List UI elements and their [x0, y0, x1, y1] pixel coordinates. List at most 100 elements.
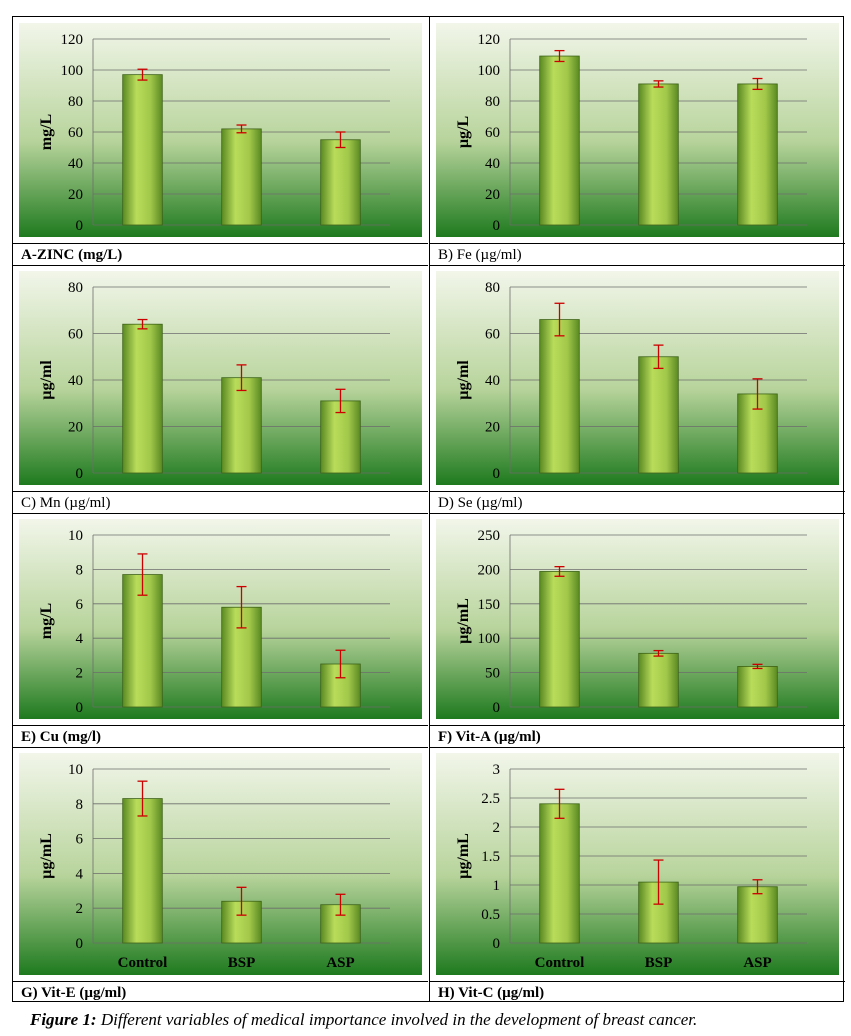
y-tick-label: 20 [485, 187, 500, 203]
figure-caption-text: Different variables of medical importanc… [100, 1010, 698, 1029]
error-bar [137, 318, 148, 330]
y-tick-label: 80 [68, 280, 83, 296]
panel-caption: E) Cu (mg/l) [21, 729, 101, 745]
y-tick-label: 20 [68, 187, 83, 203]
y-tick-label: 0 [76, 700, 84, 716]
bar-bsp [638, 356, 679, 474]
y-tick-label: 0 [493, 218, 501, 234]
y-axis-label: mg/L [38, 603, 55, 639]
y-tick-label: 40 [68, 373, 83, 389]
chart-panel-f: F) Vit-A (µg/ml) 0 50 100 150 200 250 µg/mL [430, 513, 845, 748]
bar-asp [737, 886, 778, 944]
y-tick-label: 80 [485, 280, 500, 296]
figure-caption-label: Figure 1: [30, 1010, 97, 1029]
error-bar [335, 893, 346, 916]
figure-caption: Figure 1: Different variables of medical… [30, 1010, 697, 1030]
y-tick-label: 60 [68, 327, 83, 343]
caption-divider [13, 725, 428, 726]
bar-bsp [638, 652, 679, 708]
panel-caption: B) Fe (µg/ml) [438, 247, 522, 263]
bar-control [539, 319, 580, 474]
x-tick-label: ASP [326, 955, 354, 971]
error-bar [335, 388, 346, 414]
y-tick-label: 1.5 [481, 849, 500, 865]
chart-panel-c: C) Mn (µg/ml) 0 20 40 60 80 µg/ml [13, 265, 428, 514]
y-tick-label: 0 [76, 218, 84, 234]
chart-panel-a: A-ZINC (mg/L) 0 20 40 60 80 100 120 mg/L [13, 17, 428, 266]
y-tick-label: 120 [61, 32, 84, 48]
chart-svg: 0 20 40 60 80 µg/ml [19, 271, 422, 485]
caption-divider [13, 981, 428, 982]
y-axis-label: µg/mL [38, 833, 55, 879]
y-tick-label: 50 [485, 666, 500, 682]
y-tick-label: 0 [493, 466, 501, 482]
bar-bsp [638, 83, 679, 226]
y-tick-label: 0 [76, 466, 84, 482]
row-divider [430, 265, 845, 266]
y-axis-label: mg/L [38, 114, 55, 150]
y-axis-label: µg/ml [38, 360, 55, 400]
row-divider [13, 513, 428, 514]
y-tick-label: 2 [76, 901, 84, 917]
error-bar [335, 131, 346, 149]
error-bar [554, 302, 565, 337]
error-bar [236, 364, 247, 392]
chart-panel-h: H) Vit-C (µg/ml) 0 0.5 1 1.5 2 2.5 3 µg/mL Contro… [430, 747, 845, 1003]
y-tick-label: 0 [493, 700, 501, 716]
y-tick-label: 60 [68, 125, 83, 141]
y-tick-label: 8 [76, 797, 84, 813]
x-tick-label: Control [118, 955, 168, 971]
y-tick-label: 2 [493, 820, 501, 836]
y-tick-label: 60 [485, 327, 500, 343]
y-tick-label: 2.5 [481, 791, 500, 807]
bar-control [539, 55, 580, 226]
y-tick-label: 100 [478, 63, 501, 79]
y-tick-label: 40 [485, 156, 500, 172]
chart-svg: 0 20 40 60 80 µg/ml [436, 271, 839, 485]
bar-control [539, 803, 580, 944]
y-tick-label: 40 [485, 373, 500, 389]
chart-svg: 0 20 40 60 80 100 120 µg/L [436, 23, 839, 237]
error-bar [752, 77, 763, 91]
y-tick-label: 10 [68, 528, 83, 544]
y-axis-label: µg/ml [455, 360, 472, 400]
chart-svg: 0 2 4 6 8 10 mg/L [19, 519, 422, 719]
y-tick-label: 0.5 [481, 907, 500, 923]
error-bar [653, 649, 664, 657]
error-bar [236, 886, 247, 916]
y-tick-label: 20 [68, 420, 83, 436]
y-tick-label: 0 [493, 936, 501, 952]
error-bar [236, 124, 247, 134]
chart-svg: 0 20 40 60 80 100 120 mg/L [19, 23, 422, 237]
grid-divider [429, 17, 430, 1001]
row-divider [430, 513, 845, 514]
row-divider [13, 265, 428, 266]
y-tick-label: 2 [76, 666, 84, 682]
bar-control [122, 74, 163, 226]
panel-caption: A-ZINC (mg/L) [21, 247, 123, 263]
y-axis-label: µg/L [455, 116, 472, 148]
x-tick-label: BSP [228, 955, 256, 971]
caption-divider [430, 725, 845, 726]
error-bar [236, 585, 247, 629]
y-tick-label: 4 [76, 631, 84, 647]
bar-asp [320, 139, 361, 226]
chart-svg: 0 0.5 1 1.5 2 2.5 3 µg/mL Control BSP ASP [436, 753, 839, 975]
bar-control [539, 571, 580, 708]
bar-asp [737, 83, 778, 226]
bar-control [122, 323, 163, 474]
chart-svg: 0 2 4 6 8 10 µg/mL Control BSP ASP [19, 753, 422, 975]
row-divider [13, 747, 428, 748]
y-tick-label: 120 [478, 32, 501, 48]
y-tick-label: 10 [68, 762, 83, 778]
y-tick-label: 80 [68, 94, 83, 110]
chart-panel-e: E) Cu (mg/l) 0 2 4 6 8 10 mg/L [13, 513, 428, 748]
error-bar [137, 68, 148, 81]
bar-control [122, 574, 163, 708]
y-tick-label: 80 [485, 94, 500, 110]
error-bar [653, 859, 664, 905]
y-tick-label: 250 [478, 528, 501, 544]
error-bar [554, 788, 565, 819]
x-tick-label: BSP [645, 955, 673, 971]
error-bar [653, 80, 664, 88]
